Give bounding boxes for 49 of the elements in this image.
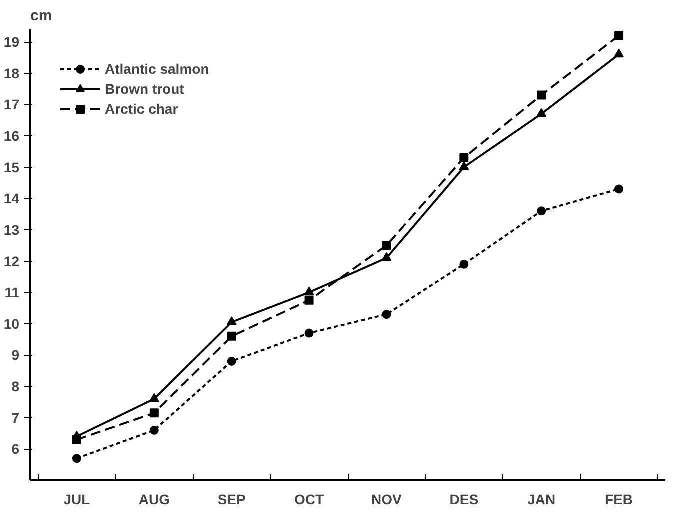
point [72,430,82,440]
point [149,393,160,402]
point [537,90,546,100]
x-tick-label: NOV [372,492,403,508]
y-tick-label: 15 [4,159,20,176]
y-tick-label: 18 [4,65,20,82]
x-tick-label: DES [450,492,479,508]
y-axis-title: cm [30,8,52,24]
point [304,286,314,296]
legend-label: Atlantic salmon [105,61,210,77]
point [150,408,159,418]
point [304,328,314,338]
y-tick-label: 17 [4,96,20,113]
point [614,31,624,40]
y-tick-label: 11 [4,284,20,301]
y-tick-label: 6 [12,441,20,458]
x-tick-label: AUG [138,492,170,508]
point [304,296,314,305]
point [537,206,546,216]
point [227,356,236,366]
y-tick-label: 14 [4,190,20,207]
x-tick-label: JUL [64,492,91,508]
x-tick-label: OCT [294,492,325,508]
point [460,153,469,162]
point [150,426,159,435]
point [614,48,624,58]
y-tick-label: 13 [4,222,20,238]
y-tick-label: 9 [12,347,20,364]
point [382,241,392,250]
y-tick-label: 10 [4,316,20,332]
legend-label: Arctic char [105,101,178,117]
y-tick-label: 16 [4,128,20,144]
point [460,260,469,269]
x-tick-label: SEP [218,492,246,508]
point [227,332,236,341]
point [614,184,624,194]
y-tick-label: 19 [4,34,20,50]
point [382,252,392,262]
x-tick-label: JAN [528,492,556,508]
x-tick-label: FEB [605,492,634,508]
point [536,108,547,118]
y-tick-label: 7 [12,410,20,426]
point [226,316,237,326]
legend-label: Brown trout [105,81,184,97]
y-tick-label: 12 [4,253,20,270]
y-tick-label: 8 [12,378,20,395]
point [382,310,392,319]
point [459,162,470,170]
point [72,454,82,464]
